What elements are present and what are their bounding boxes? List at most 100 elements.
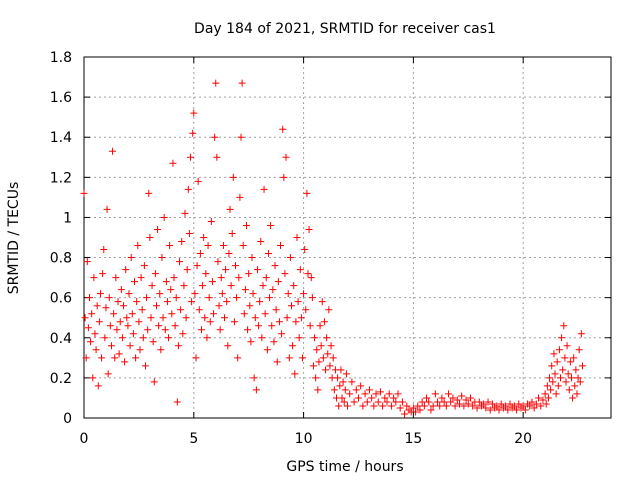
data-point [323,334,331,342]
data-point [212,79,220,87]
data-point [279,125,287,133]
data-point [260,185,268,193]
data-point [379,402,387,410]
data-point [306,322,314,330]
data-point [548,362,556,370]
data-point [339,378,347,386]
data-point [280,173,288,181]
data-point [348,378,356,386]
data-point [289,342,297,350]
data-point [293,234,301,241]
data-point [267,221,275,229]
data-point [167,286,175,294]
data-point [223,298,231,306]
data-point [521,406,529,414]
data-point [449,394,457,402]
data-point [81,314,89,322]
data-point [240,310,248,318]
data-point [176,258,184,266]
data-point [282,153,290,161]
data-point [213,153,221,161]
data-point [166,242,174,250]
data-point [180,282,188,290]
data-point [307,274,315,282]
data-point [183,266,191,274]
data-point [122,266,130,274]
data-point [219,242,227,250]
data-point [83,258,91,266]
data-point [526,402,534,410]
data-point [125,290,133,298]
data-point [222,266,230,274]
data-point [128,310,136,318]
data-point [325,306,333,314]
data-point [294,298,302,306]
data-point [235,274,243,282]
data-point [266,294,274,302]
data-point [200,234,208,241]
data-point [158,254,166,262]
data-point [152,302,160,310]
data-point [141,362,149,370]
data-point [370,402,378,410]
data-point [560,322,568,330]
data-point [296,266,304,274]
data-point [376,388,384,396]
data-point [139,334,147,342]
data-point [466,394,474,402]
data-point [464,400,472,408]
data-point [275,318,283,326]
data-point [253,266,261,274]
data-point [324,350,332,358]
data-point [564,370,572,378]
data-point [215,302,223,310]
data-point [249,290,257,298]
data-point [285,354,293,362]
data-point [381,394,389,402]
data-point [311,334,319,342]
data-point [361,390,369,398]
data-point [571,382,579,390]
data-point [191,290,199,298]
data-point [113,326,121,334]
data-point [207,217,215,225]
data-point [257,238,265,246]
data-point [92,346,100,354]
data-point [192,354,200,362]
data-point [98,354,106,362]
data-point [80,189,88,197]
data-point [346,390,354,398]
data-point [101,334,109,342]
data-point [117,286,125,294]
data-point [539,396,547,404]
data-point [313,346,321,354]
data-point [302,306,310,314]
data-point [115,350,123,358]
data-point [93,302,101,310]
data-point [493,402,501,410]
data-point [515,400,523,408]
y-axis-title: SRMTID / TECUs [6,182,22,295]
y-tick-label: 1 [63,210,72,226]
data-point [177,306,185,314]
y-tick-label: 0.4 [50,331,72,347]
data-point [480,400,488,408]
data-point [546,374,554,382]
data-point [95,318,103,326]
data-point [506,400,514,408]
data-point [211,133,219,141]
data-point [283,314,291,322]
data-point [336,382,344,390]
data-point [317,342,325,350]
data-points [80,79,586,418]
data-point [453,396,461,404]
data-point [143,294,151,302]
data-point [250,374,258,382]
data-point [442,402,450,410]
data-point [300,290,308,298]
data-point [414,402,422,410]
data-point [138,306,146,314]
data-point [194,177,202,185]
data-point [396,404,404,412]
